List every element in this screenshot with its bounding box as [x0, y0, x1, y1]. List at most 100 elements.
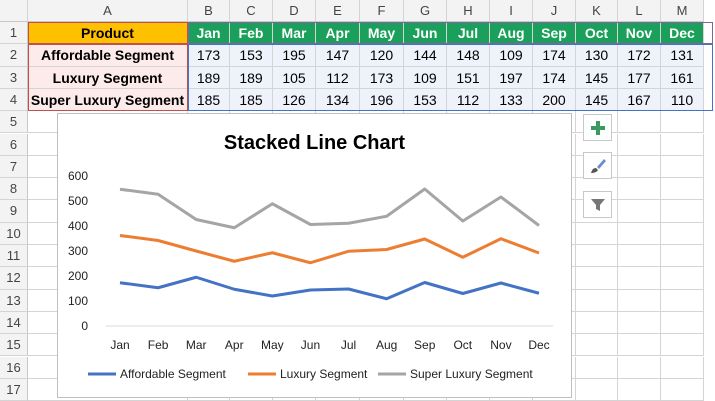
empty-cell[interactable]: [661, 378, 704, 401]
column-header-j[interactable]: J: [533, 0, 576, 22]
empty-cell[interactable]: [618, 311, 661, 335]
column-header-l[interactable]: L: [618, 0, 661, 22]
empty-cell[interactable]: [576, 267, 618, 290]
empty-cell[interactable]: [618, 178, 661, 201]
row-header-11[interactable]: 11: [0, 245, 28, 268]
value-cell[interactable]: 110: [661, 88, 704, 112]
month-header-cell[interactable]: Sep: [533, 22, 576, 45]
value-cell[interactable]: 173: [360, 66, 404, 89]
value-cell[interactable]: 173: [188, 44, 230, 67]
row-header-4[interactable]: 4: [0, 88, 28, 112]
month-header-cell[interactable]: Mar: [273, 22, 316, 45]
empty-cell[interactable]: [618, 111, 661, 134]
month-header-cell[interactable]: Feb: [230, 22, 273, 45]
add-chart-element-button[interactable]: [583, 114, 612, 141]
empty-cell[interactable]: [618, 378, 661, 401]
series-line-2[interactable]: [119, 187, 540, 230]
value-cell[interactable]: 195: [273, 44, 316, 67]
empty-cell[interactable]: [661, 155, 704, 179]
month-header-cell[interactable]: Dec: [661, 22, 704, 45]
month-header-cell[interactable]: Jan: [188, 22, 230, 45]
month-header-cell[interactable]: Jul: [447, 22, 490, 45]
empty-cell[interactable]: [576, 200, 618, 223]
value-cell[interactable]: 133: [490, 88, 533, 112]
column-header-h[interactable]: H: [447, 0, 490, 22]
value-cell[interactable]: 174: [533, 44, 576, 67]
value-cell[interactable]: 185: [230, 88, 273, 112]
select-all-corner[interactable]: [0, 0, 28, 22]
column-header-c[interactable]: C: [230, 0, 273, 22]
empty-cell[interactable]: [618, 245, 661, 268]
empty-cell[interactable]: [661, 222, 704, 245]
empty-cell[interactable]: [618, 155, 661, 179]
value-cell[interactable]: 147: [316, 44, 360, 67]
value-cell[interactable]: 126: [273, 88, 316, 112]
value-cell[interactable]: 120: [360, 44, 404, 67]
product-name-cell[interactable]: Super Luxury Segment: [28, 88, 188, 112]
row-header-5[interactable]: 5: [0, 111, 28, 134]
empty-cell[interactable]: [576, 378, 618, 401]
column-header-a[interactable]: A: [28, 0, 188, 22]
empty-cell[interactable]: [661, 178, 704, 201]
value-cell[interactable]: 145: [576, 88, 618, 112]
value-cell[interactable]: 134: [316, 88, 360, 112]
value-cell[interactable]: 109: [490, 44, 533, 67]
empty-cell[interactable]: [618, 200, 661, 223]
series-line-0[interactable]: [119, 275, 540, 301]
empty-cell[interactable]: [576, 311, 618, 335]
row-header-13[interactable]: 13: [0, 289, 28, 312]
value-cell[interactable]: 189: [230, 66, 273, 89]
empty-cell[interactable]: [661, 267, 704, 290]
value-cell[interactable]: 177: [618, 66, 661, 89]
value-cell[interactable]: 153: [230, 44, 273, 67]
empty-cell[interactable]: [661, 334, 704, 357]
value-cell[interactable]: 130: [576, 44, 618, 67]
row-header-1[interactable]: 1: [0, 22, 28, 45]
value-cell[interactable]: 197: [490, 66, 533, 89]
value-cell[interactable]: 196: [360, 88, 404, 112]
empty-cell[interactable]: [618, 267, 661, 290]
value-cell[interactable]: 151: [447, 66, 490, 89]
column-header-i[interactable]: I: [490, 0, 533, 22]
month-header-cell[interactable]: Aug: [490, 22, 533, 45]
empty-cell[interactable]: [576, 289, 618, 312]
row-header-2[interactable]: 2: [0, 44, 28, 67]
empty-cell[interactable]: [618, 334, 661, 357]
row-header-12[interactable]: 12: [0, 267, 28, 290]
empty-cell[interactable]: [661, 289, 704, 312]
column-header-m[interactable]: M: [661, 0, 704, 22]
empty-cell[interactable]: [576, 334, 618, 357]
empty-cell[interactable]: [661, 133, 704, 156]
row-header-9[interactable]: 9: [0, 200, 28, 223]
value-cell[interactable]: 174: [533, 66, 576, 89]
month-header-cell[interactable]: May: [360, 22, 404, 45]
row-header-14[interactable]: 14: [0, 311, 28, 335]
month-header-cell[interactable]: Oct: [576, 22, 618, 45]
empty-cell[interactable]: [661, 245, 704, 268]
chart-area[interactable]: Stacked Line Chart 0 100 200 300 400 500 600 Ja…: [57, 113, 572, 398]
value-cell[interactable]: 131: [661, 44, 704, 67]
value-cell[interactable]: 153: [404, 88, 447, 112]
row-header-3[interactable]: 3: [0, 66, 28, 89]
value-cell[interactable]: 189: [188, 66, 230, 89]
value-cell[interactable]: 148: [447, 44, 490, 67]
chart-styles-button[interactable]: [583, 152, 612, 179]
empty-cell[interactable]: [618, 289, 661, 312]
series-line-1[interactable]: [119, 234, 540, 265]
month-header-cell[interactable]: Apr: [316, 22, 360, 45]
value-cell[interactable]: 161: [661, 66, 704, 89]
row-header-6[interactable]: 6: [0, 133, 28, 156]
value-cell[interactable]: 167: [618, 88, 661, 112]
column-header-e[interactable]: E: [316, 0, 360, 22]
value-cell[interactable]: 112: [316, 66, 360, 89]
row-header-15[interactable]: 15: [0, 334, 28, 357]
empty-cell[interactable]: [576, 222, 618, 245]
product-header-cell[interactable]: Product: [28, 22, 188, 45]
value-cell[interactable]: 172: [618, 44, 661, 67]
column-header-d[interactable]: D: [273, 0, 316, 22]
product-name-cell[interactable]: Luxury Segment: [28, 66, 188, 89]
column-header-k[interactable]: K: [576, 0, 618, 22]
value-cell[interactable]: 144: [404, 44, 447, 67]
empty-cell[interactable]: [618, 222, 661, 245]
empty-cell[interactable]: [576, 356, 618, 379]
